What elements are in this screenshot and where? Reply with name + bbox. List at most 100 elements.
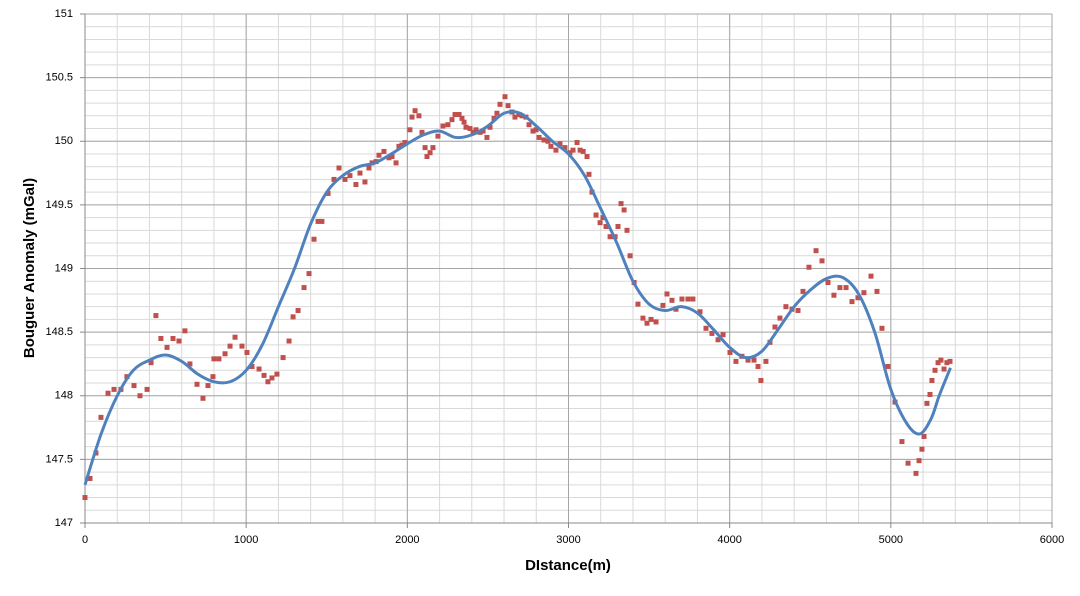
scatter-point bbox=[861, 290, 867, 296]
scatter-point bbox=[148, 360, 154, 366]
scatter-point bbox=[381, 148, 387, 154]
scatter-point bbox=[679, 296, 685, 302]
scatter-point bbox=[396, 143, 402, 149]
scatter-point bbox=[412, 108, 418, 114]
scatter-point bbox=[331, 176, 337, 182]
scatter-point bbox=[280, 355, 286, 361]
scatter-point bbox=[452, 112, 458, 118]
scatter-point bbox=[772, 324, 778, 330]
scatter-point bbox=[473, 127, 479, 133]
scatter-point bbox=[311, 236, 317, 242]
scatter-point bbox=[536, 134, 542, 140]
scatter-point bbox=[868, 273, 874, 279]
scatter-point bbox=[445, 122, 451, 128]
scatter-point bbox=[885, 363, 891, 369]
scatter-point bbox=[265, 379, 271, 385]
y-tick-label: 151 bbox=[55, 8, 73, 20]
scatter-point bbox=[879, 325, 885, 331]
scatter-point bbox=[467, 126, 473, 132]
scatter-point bbox=[577, 147, 583, 153]
scatter-point bbox=[419, 129, 425, 135]
x-axis-title: DIstance(m) bbox=[525, 557, 611, 574]
scatter-point bbox=[927, 391, 933, 397]
y-axis-title: Bouguer Anomaly (mGal) bbox=[21, 178, 38, 358]
scatter-point bbox=[727, 349, 733, 355]
scatter-point bbox=[274, 371, 280, 377]
scatter-point bbox=[921, 433, 927, 439]
scatter-point bbox=[87, 475, 93, 481]
scatter-point bbox=[494, 110, 500, 116]
scatter-point bbox=[751, 357, 757, 363]
scatter-point bbox=[855, 295, 861, 301]
scatter-point bbox=[502, 94, 508, 100]
scatter-point bbox=[505, 103, 511, 109]
scatter-point bbox=[574, 140, 580, 146]
scatter-point bbox=[301, 285, 307, 291]
scatter-point bbox=[422, 145, 428, 151]
scatter-point bbox=[607, 234, 613, 240]
scatter-point bbox=[249, 363, 255, 369]
scatter-point bbox=[440, 123, 446, 129]
scatter-point bbox=[216, 356, 222, 362]
scatter-point bbox=[200, 395, 206, 401]
scatter-point bbox=[487, 124, 493, 130]
scatter-point bbox=[806, 264, 812, 270]
scatter-point bbox=[435, 133, 441, 139]
x-tick-label: 2000 bbox=[395, 534, 419, 546]
y-tick-label: 148 bbox=[55, 390, 73, 402]
scatter-point bbox=[709, 330, 715, 336]
x-tick-label: 3000 bbox=[556, 534, 580, 546]
scatter-point bbox=[261, 372, 267, 378]
scatter-point bbox=[137, 393, 143, 399]
scatter-point bbox=[557, 141, 563, 147]
scatter-point bbox=[935, 360, 941, 366]
scatter-point bbox=[635, 301, 641, 307]
scatter-point bbox=[584, 154, 590, 160]
scatter-point bbox=[362, 179, 368, 185]
scatter-point bbox=[470, 129, 476, 135]
scatter-point bbox=[615, 224, 621, 230]
scatter-point bbox=[187, 361, 193, 367]
scatter-point bbox=[306, 271, 312, 277]
scatter-point bbox=[389, 154, 395, 160]
scatter-point bbox=[269, 375, 275, 381]
scatter-point bbox=[603, 224, 609, 230]
scatter-point bbox=[640, 315, 646, 321]
scatter-point bbox=[783, 304, 789, 310]
scatter-point bbox=[715, 337, 721, 343]
scatter-point bbox=[593, 212, 599, 218]
scatter-point bbox=[570, 147, 576, 153]
scatter-point bbox=[916, 458, 922, 464]
scatter-point bbox=[357, 170, 363, 176]
scatter-point bbox=[456, 112, 462, 118]
scatter-point bbox=[393, 160, 399, 166]
x-tick-label: 4000 bbox=[717, 534, 741, 546]
scatter-point bbox=[874, 288, 880, 294]
scatter-point bbox=[690, 296, 696, 302]
scatter-point bbox=[800, 288, 806, 294]
scatter-point bbox=[82, 495, 88, 501]
scatter-point bbox=[697, 309, 703, 315]
scatter-point bbox=[664, 291, 670, 297]
scatter-point bbox=[795, 307, 801, 313]
scatter-point bbox=[376, 152, 382, 158]
scatter-point bbox=[463, 124, 469, 130]
scatter-point bbox=[286, 338, 292, 344]
scatter-point bbox=[512, 114, 518, 120]
scatter-point bbox=[325, 190, 331, 196]
scatter-point bbox=[763, 358, 769, 364]
scatter-point bbox=[648, 316, 654, 322]
scatter-point bbox=[533, 127, 539, 133]
scatter-point bbox=[497, 101, 503, 107]
scatter-point bbox=[491, 115, 497, 121]
scatter-point bbox=[621, 207, 627, 213]
y-tick-label: 150.5 bbox=[45, 72, 73, 84]
scatter-point bbox=[813, 248, 819, 254]
scatter-point bbox=[837, 285, 843, 291]
scatter-point bbox=[843, 285, 849, 291]
y-tick-label: 147.5 bbox=[45, 453, 73, 465]
scatter-point bbox=[256, 366, 262, 372]
x-tick-label: 6000 bbox=[1040, 534, 1064, 546]
scatter-point bbox=[831, 292, 837, 298]
scatter-point bbox=[745, 357, 751, 363]
